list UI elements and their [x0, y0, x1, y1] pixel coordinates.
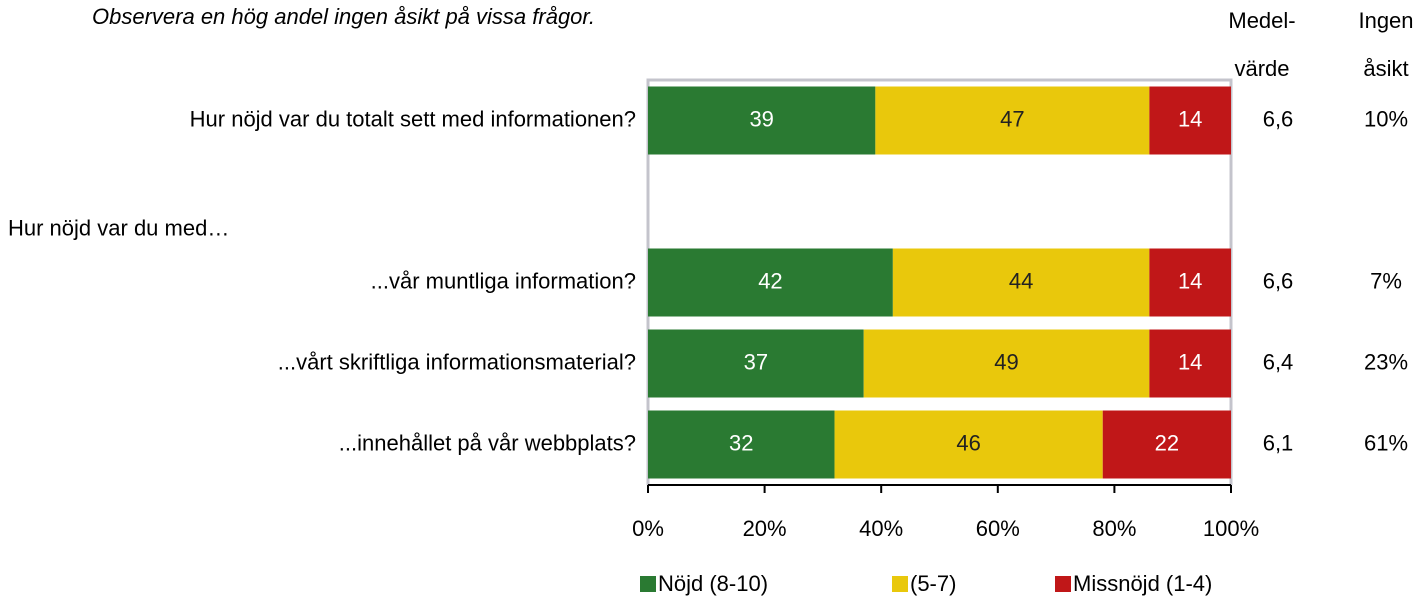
bar-segment — [648, 86, 876, 155]
column-header: Medel- — [1228, 8, 1295, 33]
data-label: 44 — [1009, 268, 1033, 293]
x-tick-label: 0% — [632, 516, 664, 541]
data-label: 32 — [729, 430, 753, 455]
legend-swatch — [1055, 576, 1071, 592]
x-tick-label: 20% — [743, 516, 787, 541]
category-label: Hur nöjd var du med… — [8, 215, 229, 240]
legend-swatch — [892, 576, 908, 592]
bar-segment — [648, 248, 893, 317]
mean-value: 6,1 — [1263, 430, 1294, 455]
x-tick-label: 100% — [1203, 516, 1259, 541]
data-label: 14 — [1178, 106, 1202, 131]
data-label: 14 — [1178, 268, 1202, 293]
legend-swatch — [640, 576, 656, 592]
legend-label: Nöjd (8-10) — [658, 571, 768, 596]
category-label: ...innehållet på vår webbplats? — [339, 430, 636, 455]
bar-segment — [1149, 248, 1231, 317]
column-header: åsikt — [1363, 56, 1408, 81]
legend-label: Missnöjd (1-4) — [1073, 571, 1212, 596]
legend-label: (5-7) — [910, 571, 956, 596]
bar-segment — [834, 410, 1103, 479]
mean-value: 6,6 — [1263, 106, 1294, 131]
no-opinion-value: 10% — [1364, 106, 1408, 131]
mean-value: 6,4 — [1263, 349, 1294, 374]
no-opinion-value: 61% — [1364, 430, 1408, 455]
data-label: 42 — [758, 268, 782, 293]
data-label: 47 — [1000, 106, 1024, 131]
bar-segment — [648, 410, 835, 479]
x-tick-label: 60% — [976, 516, 1020, 541]
bar-segment — [1102, 410, 1231, 479]
category-label: Hur nöjd var du totalt sett med informat… — [190, 106, 636, 131]
mean-value: 6,6 — [1263, 268, 1294, 293]
bar-segment — [875, 86, 1150, 155]
bar-segment — [1149, 329, 1231, 398]
data-label: 22 — [1155, 430, 1179, 455]
bar-segment — [863, 329, 1150, 398]
category-label: ...vår muntliga information? — [371, 268, 636, 293]
category-label: ...vårt skriftliga informationsmaterial? — [278, 349, 636, 374]
data-label: 14 — [1178, 349, 1202, 374]
bar-segment — [892, 248, 1150, 317]
data-label: 46 — [956, 430, 980, 455]
bar-segment — [648, 329, 864, 398]
data-label: 39 — [749, 106, 773, 131]
no-opinion-value: 23% — [1364, 349, 1408, 374]
no-opinion-value: 7% — [1370, 268, 1402, 293]
data-label: 37 — [744, 349, 768, 374]
column-header: Ingen — [1358, 8, 1413, 33]
x-tick-label: 80% — [1092, 516, 1136, 541]
annotation: Observera en hög andel ingen åsikt på vi… — [92, 4, 595, 29]
x-tick-label: 40% — [859, 516, 903, 541]
bar-segment — [1149, 86, 1231, 155]
data-label: 49 — [994, 349, 1018, 374]
column-header: värde — [1234, 56, 1289, 81]
